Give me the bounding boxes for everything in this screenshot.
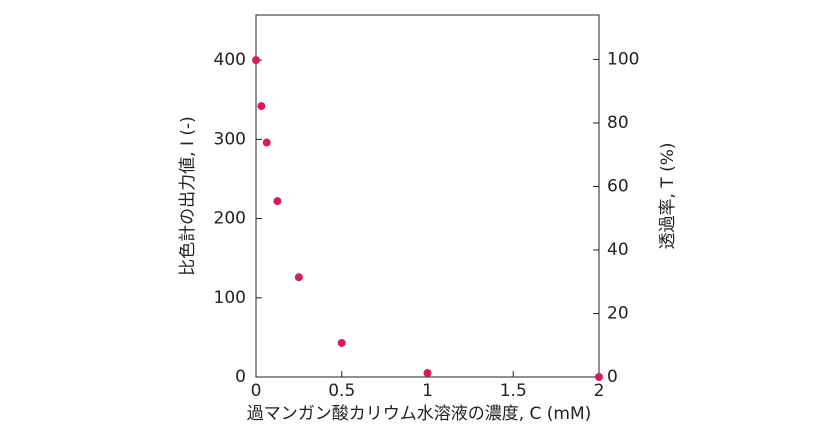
y-axis-label: 比色計の出力値, I (-) [178, 116, 198, 276]
point [273, 197, 282, 206]
x-tick-label: 1.5 [500, 381, 527, 401]
y2-tick-label: 80 [607, 113, 629, 133]
point [595, 373, 603, 381]
point [257, 102, 266, 111]
y-tick-label: 0 [235, 367, 246, 387]
y-tick-label: 200 [214, 209, 246, 229]
x-tick-label: 0.5 [328, 381, 355, 401]
y-tick-label: 300 [214, 129, 246, 149]
y2-tick-label: 60 [607, 176, 629, 196]
x-tick-label: 2 [594, 381, 605, 401]
y2-tick-label: 40 [607, 240, 629, 260]
x-axis-label: 過マンガン酸カリウム水溶液の濃度, C (mM) [247, 404, 592, 424]
point [252, 56, 260, 65]
x-tick-label: 1 [422, 381, 433, 401]
point [294, 273, 303, 282]
point [337, 338, 346, 347]
y-tick-label: 100 [214, 288, 246, 308]
y-tick-label: 400 [214, 50, 246, 70]
point [262, 138, 271, 147]
point [423, 369, 432, 378]
x-tick-label: 0 [251, 381, 262, 401]
plot-frame [255, 14, 600, 378]
y2-tick-label: 20 [607, 303, 629, 323]
y2-axis-label: 透過率, T (%) [658, 142, 678, 249]
y2-tick-label: 100 [607, 49, 639, 69]
y2-tick-label: 0 [607, 367, 618, 387]
